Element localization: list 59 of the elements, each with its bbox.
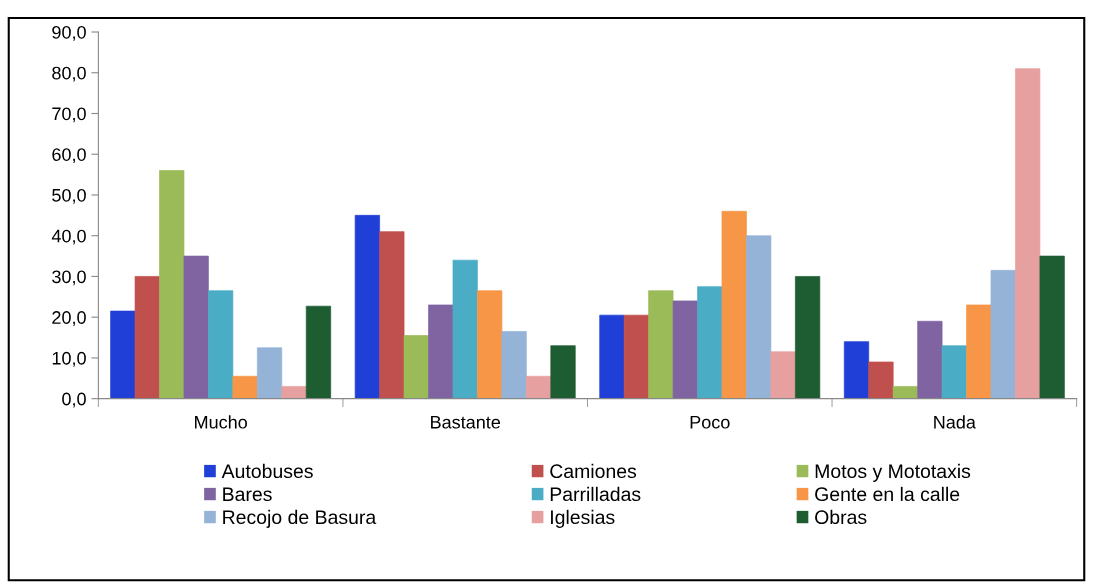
- bar: [379, 231, 405, 399]
- legend-label: Bares: [223, 487, 272, 502]
- bar: [354, 214, 380, 399]
- x-tick-label: Nada: [934, 415, 976, 429]
- bar: [281, 386, 307, 399]
- bar: [917, 320, 943, 399]
- x-tick-label: Poco: [690, 416, 730, 429]
- legend-label: Motos y Mototaxis: [815, 463, 971, 482]
- bar: [183, 255, 209, 399]
- bar: [868, 361, 894, 399]
- bar: [159, 170, 185, 399]
- legend-label: Parrilladas: [550, 486, 641, 502]
- bar: [892, 386, 918, 399]
- bar: [941, 345, 967, 399]
- y-tick-label: 70,0: [52, 107, 86, 123]
- bar: [477, 290, 503, 399]
- bar: [672, 300, 698, 399]
- bar: [599, 314, 625, 399]
- bar: [648, 290, 674, 399]
- y-tick-label: 50,0: [52, 188, 86, 204]
- bar: [966, 304, 992, 399]
- y-tick-label: 10,0: [52, 351, 86, 367]
- y-tick-label: 90,0: [52, 25, 86, 41]
- bar: [452, 259, 478, 399]
- bar: [134, 276, 160, 399]
- bar: [110, 310, 136, 399]
- bar: [232, 375, 258, 399]
- x-tick-label: Bastante: [431, 416, 501, 429]
- bar: [305, 305, 332, 399]
- legend-label: Autobuses: [221, 463, 313, 479]
- bar: [550, 345, 576, 399]
- bar: [403, 335, 429, 399]
- bar: [208, 290, 234, 399]
- bar: [1015, 68, 1041, 399]
- bar: [428, 304, 454, 399]
- y-tick-label: 30,0: [52, 270, 86, 286]
- bar: [1039, 255, 1065, 399]
- bar: [256, 347, 283, 399]
- bar: [526, 375, 552, 399]
- y-tick-label: 20,0: [52, 311, 86, 327]
- y-tick-label: 60,0: [52, 148, 86, 164]
- bar: [795, 276, 821, 399]
- bar: [843, 341, 870, 399]
- legend-label: Iglesias: [551, 509, 615, 528]
- bar: [697, 286, 723, 399]
- legend-label: Gente en la calle: [815, 486, 960, 502]
- bar: [623, 314, 649, 399]
- bar: [746, 235, 772, 399]
- legend-label: Obras: [815, 509, 867, 525]
- bar: [770, 351, 796, 399]
- x-tick-label: Mucho: [195, 415, 247, 429]
- y-tick-label: 0,0: [62, 392, 86, 408]
- legend-label: Recojo de Basura: [223, 509, 377, 528]
- y-tick-label: 80,0: [52, 66, 86, 82]
- legend-label: Camiones: [550, 463, 637, 479]
- bar: [501, 331, 527, 399]
- bar: [721, 210, 747, 399]
- bar: [990, 269, 1016, 399]
- y-tick-label: 40,0: [51, 229, 86, 245]
